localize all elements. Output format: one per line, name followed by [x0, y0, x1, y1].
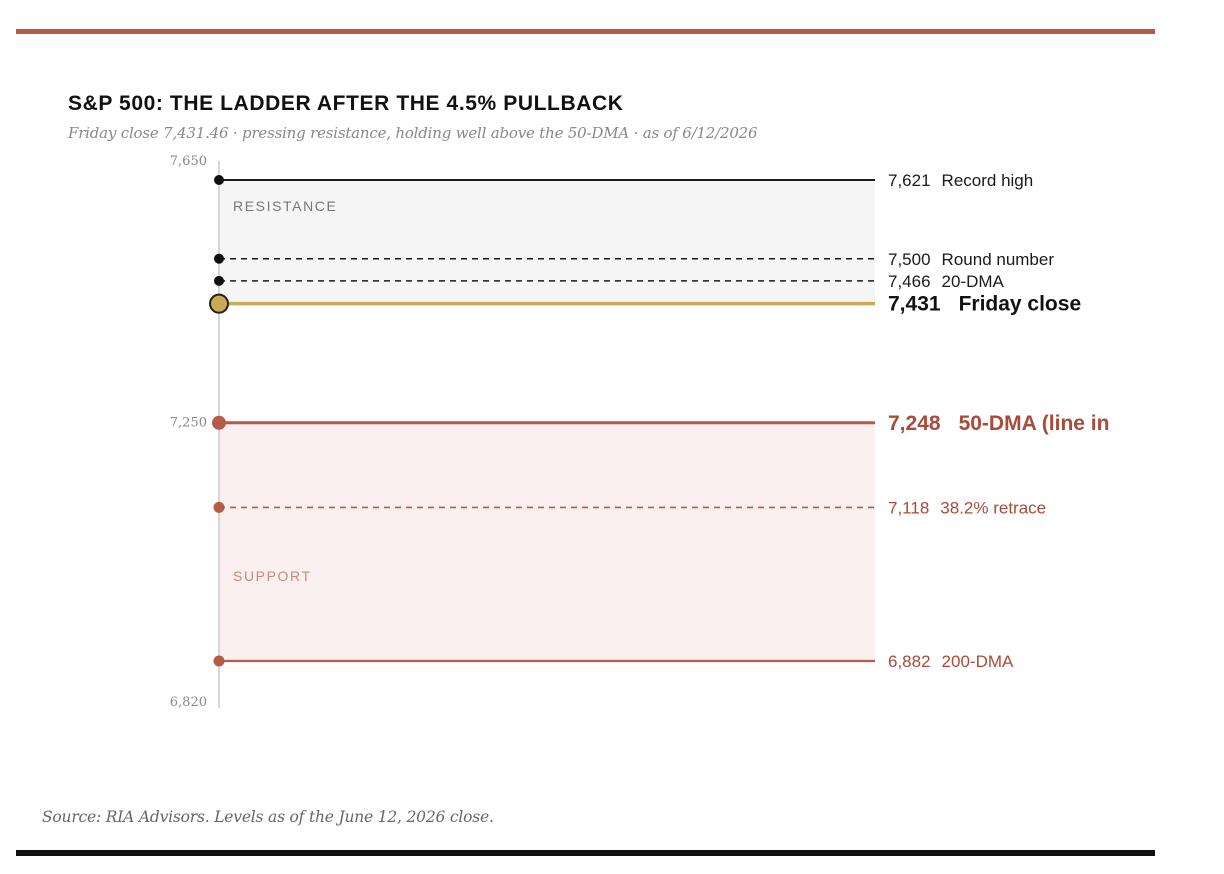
level-value-label: 7,118: [888, 498, 929, 517]
level-value-label: 7,466: [888, 272, 931, 291]
level-marker: [212, 415, 226, 430]
level-name-label: 20-DMA: [942, 272, 1005, 291]
level-name-label: 50-DMA (line in: [959, 412, 1110, 435]
chart-title: S&P 500: THE LADDER AFTER THE 4.5% PULLB…: [68, 92, 624, 115]
source-note: Source: RIA Advisors. Levels as of the J…: [42, 808, 494, 826]
level-value-label: 7,500: [888, 250, 931, 269]
resistance-zone-label: RESISTANCE: [233, 198, 337, 214]
level-value-label: 6,882: [888, 652, 931, 671]
level-value-label: 7,621: [888, 171, 931, 190]
top-accent-rule: [16, 29, 1155, 34]
zones-layer: RESISTANCE SUPPORT: [219, 180, 875, 661]
level-marker: [214, 175, 224, 185]
level-name-label: Round number: [942, 250, 1055, 269]
level-marker: [214, 253, 224, 264]
level-marker: [213, 655, 225, 667]
level-marker: [209, 293, 229, 314]
level-name-label: Record high: [942, 171, 1034, 190]
support-zone-label: SUPPORT: [233, 568, 312, 584]
bottom-rule: [16, 850, 1155, 856]
y-tick-label: 7,250: [170, 415, 207, 430]
y-axis: 7,650 7,250 6,820: [170, 154, 220, 710]
y-tick-label: 7,650: [170, 154, 207, 169]
level-marker: [213, 501, 225, 513]
chart-subtitle: Friday close 7,431.46 · pressing resista…: [68, 124, 758, 142]
level-name-label: 200-DMA: [942, 652, 1014, 671]
level-value-label: 7,431: [888, 293, 941, 316]
level-marker: [214, 275, 224, 286]
level-value-label: 7,248: [888, 412, 941, 435]
y-tick-label: 6,820: [170, 695, 207, 710]
level-name-label: Friday close: [959, 293, 1082, 316]
level-name-label: 38.2% retrace: [940, 498, 1046, 517]
resistance-zone: [219, 180, 875, 304]
levels-layer: 7,621 Record high 7,500 Round number 7,466 20…: [209, 171, 1110, 671]
support-zone: [219, 422, 875, 661]
